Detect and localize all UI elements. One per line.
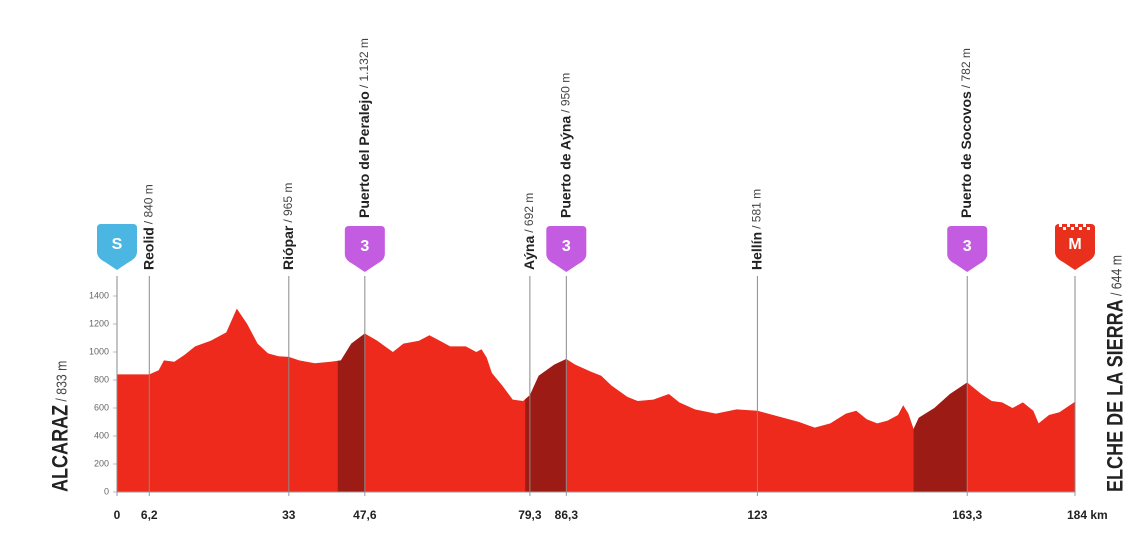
badge-label: M	[1068, 236, 1081, 253]
checker	[1075, 224, 1078, 227]
badge-label: 3	[963, 238, 972, 255]
badge	[546, 226, 587, 272]
badge-label: S	[112, 236, 123, 253]
x-tick-label: 86,3	[555, 508, 579, 522]
waypoint-label: Riópar / 965 m	[280, 183, 296, 270]
waypoint-altitude: / 581 m	[750, 189, 764, 229]
waypoint-name: Puerto de Aýna	[557, 116, 573, 218]
waypoint-name: Riópar	[280, 225, 296, 270]
climb-section	[913, 308, 968, 492]
badge	[97, 224, 137, 270]
waypoint-altitude: / 840 m	[141, 184, 155, 224]
checker	[1087, 227, 1090, 230]
y-tick-label: 400	[94, 430, 109, 440]
endpoint-altitude: / 833 m	[53, 361, 69, 402]
y-tick-label: 600	[94, 402, 109, 412]
x-tick-label: 79,3	[518, 508, 542, 522]
y-tick-label: 1200	[89, 318, 109, 328]
waypoint-name: Puerto de Socovos	[958, 91, 974, 218]
badge	[947, 226, 988, 272]
badge-label: 3	[360, 238, 369, 255]
checker	[1071, 227, 1074, 230]
x-tick-label: 0	[114, 508, 121, 522]
climb-section	[337, 308, 365, 492]
waypoint-altitude: / 965 m	[281, 183, 295, 223]
waypoint-label: Puerto del Peralejo / 1.132 m	[356, 38, 372, 218]
endpoint-label: ALCARAZ / 833 m	[49, 361, 73, 492]
waypoint-altitude: / 1.132 m	[357, 38, 371, 88]
endpoint-name: ALCARAZ	[49, 405, 73, 492]
waypoint-label: Aýna / 692 m	[521, 193, 537, 270]
x-tick-label: 33	[282, 508, 296, 522]
waypoint-label: Hellín / 581 m	[748, 189, 764, 270]
waypoint-label: Puerto de Aýna / 950 m	[557, 73, 573, 218]
checker	[1059, 224, 1062, 227]
x-tick-label: 47,6	[353, 508, 377, 522]
x-tick-label: 6,2	[141, 508, 158, 522]
waypoint-altitude: / 782 m	[959, 48, 973, 88]
y-tick-label: 1400	[89, 290, 109, 300]
badge	[344, 226, 385, 272]
y-tick-label: 0	[104, 486, 109, 496]
badge	[1055, 224, 1095, 270]
checker	[1063, 227, 1066, 230]
waypoint-label: Reolid / 840 m	[140, 184, 156, 270]
y-tick-label: 1000	[89, 346, 109, 356]
checker	[1067, 224, 1070, 227]
waypoint-label: Puerto de Socovos / 782 m	[958, 48, 974, 218]
x-tick-label: 163,3	[952, 508, 982, 522]
endpoint-altitude: / 644 m	[1108, 255, 1124, 296]
y-tick-label: 200	[94, 458, 109, 468]
waypoint-name: Aýna	[521, 236, 537, 270]
waypoint-name: Hellín	[748, 232, 764, 270]
waypoint-name: Puerto del Peralejo	[356, 91, 372, 218]
x-tick-label: 123	[747, 508, 767, 522]
climb-section	[525, 308, 567, 492]
endpoint-name: ELCHE DE LA SIERRA	[1104, 299, 1128, 492]
y-tick-label: 800	[94, 374, 109, 384]
waypoint-altitude: / 950 m	[558, 73, 572, 113]
endpoint-label: ELCHE DE LA SIERRA / 644 m	[1104, 255, 1128, 492]
checker	[1079, 227, 1082, 230]
x-tick-label: 184 km	[1067, 508, 1108, 522]
waypoint-altitude: / 692 m	[522, 193, 536, 233]
checker	[1083, 224, 1086, 227]
waypoint-name: Reolid	[140, 227, 156, 270]
badge-label: 3	[562, 238, 571, 255]
